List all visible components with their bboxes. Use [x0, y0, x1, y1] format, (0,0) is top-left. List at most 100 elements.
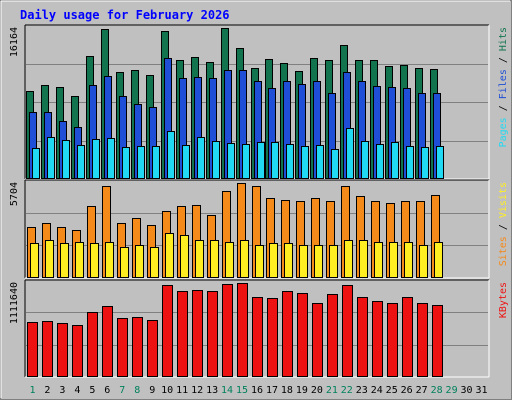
bar-kbytes [102, 306, 113, 377]
legend-entry-visits: Visits [498, 182, 509, 218]
bar-pages [197, 137, 205, 179]
x-tick-label: 21 [326, 385, 338, 396]
bar-pages [406, 146, 414, 179]
legend-separator: / [498, 99, 509, 117]
bar-kbytes [207, 291, 218, 377]
x-tick-label: 3 [59, 385, 65, 396]
bar-pages [271, 142, 279, 179]
bar-sites [75, 242, 84, 278]
bar-sites [150, 247, 159, 278]
panel-hits_files_pages: 16164 Pages / Files / Hits [9, 24, 509, 180]
x-tick-label: 17 [266, 385, 278, 396]
bar-sites [255, 245, 264, 278]
bar-kbytes [72, 325, 83, 377]
legend-hits_files_pages: Pages / Files / Hits [498, 27, 509, 147]
x-tick-label: 9 [149, 385, 155, 396]
chart-title: Daily usage for February 2026 [20, 8, 230, 22]
bar-kbytes [417, 303, 428, 377]
bar-pages [391, 142, 399, 179]
bar-pages [286, 144, 294, 179]
bar-pages [182, 145, 190, 179]
bar-pages [227, 143, 235, 179]
bar-kbytes [342, 285, 353, 377]
legend-entry-files: Files [498, 69, 509, 99]
bar-sites [60, 243, 69, 278]
legend-entry-hits: Hits [498, 27, 509, 51]
bar-pages [212, 141, 220, 179]
bar-kbytes [252, 297, 263, 377]
bar-kbytes [192, 290, 203, 377]
bar-pages [92, 139, 100, 179]
panel-sites_visits: 5704 Sites / Visits [9, 179, 509, 279]
bar-kbytes [87, 312, 98, 377]
bar-sites [225, 242, 234, 278]
bar-kbytes [27, 322, 38, 377]
x-tick-label: 16 [251, 385, 263, 396]
bar-kbytes [327, 294, 338, 377]
x-tick-label: 4 [74, 385, 80, 396]
bar-sites [359, 240, 368, 278]
bar-sites [434, 242, 443, 278]
bar-sites [105, 242, 114, 278]
bar-pages [361, 141, 369, 179]
bar-sites [120, 247, 129, 278]
y-max-label: 1111640 [9, 282, 20, 324]
bar-sites [344, 240, 353, 278]
bar-kbytes [402, 297, 413, 377]
x-tick-label: 20 [311, 385, 323, 396]
bar-sites [404, 242, 413, 278]
bar-kbytes [57, 323, 68, 377]
x-tick-label: 11 [176, 385, 188, 396]
bar-sites [180, 235, 189, 278]
x-tick-label: 27 [416, 385, 428, 396]
bar-sites [299, 245, 308, 278]
bar-pages [316, 145, 324, 179]
bar-pages [77, 145, 85, 179]
bar-kbytes [312, 303, 323, 377]
x-tick-label: 19 [296, 385, 308, 396]
legend-kbytes: KBytes [498, 282, 509, 318]
bar-sites [45, 240, 54, 278]
bar-pages [301, 146, 309, 179]
x-tick-label: 24 [371, 385, 383, 396]
bar-pages [346, 128, 354, 179]
bar-kbytes [237, 283, 248, 377]
x-tick-label: 6 [104, 385, 110, 396]
bar-pages [152, 146, 160, 179]
x-tick-label: 22 [341, 385, 353, 396]
bar-sites [374, 242, 383, 278]
bar-sites [90, 243, 99, 278]
x-tick-label: 8 [134, 385, 140, 396]
legend-entry-kbytes: KBytes [498, 282, 509, 318]
bar-kbytes [222, 284, 233, 377]
x-tick-label: 12 [191, 385, 203, 396]
x-tick-label: 30 [461, 385, 473, 396]
bar-pages [32, 148, 40, 179]
legend-separator: / [498, 51, 509, 69]
bar-pages [436, 146, 444, 179]
bar-pages [62, 140, 70, 179]
x-tick-label: 28 [431, 385, 443, 396]
bar-sites [329, 245, 338, 278]
x-tick-label: 23 [356, 385, 368, 396]
bar-pages [376, 144, 384, 179]
bar-pages [167, 131, 175, 179]
legend-sites_visits: Sites / Visits [498, 182, 509, 266]
bar-pages [107, 138, 115, 179]
bar-pages [421, 147, 429, 179]
bar-kbytes [282, 291, 293, 377]
bar-sites [314, 245, 323, 278]
bar-sites [419, 245, 428, 278]
bar-kbytes [387, 303, 398, 377]
x-tick-label: 10 [161, 385, 173, 396]
bar-pages [122, 147, 130, 179]
bar-sites [240, 240, 249, 278]
bar-sites [30, 243, 39, 278]
bar-kbytes [132, 317, 143, 377]
bar-kbytes [42, 321, 53, 377]
x-tick-label: 31 [475, 385, 487, 396]
x-tick-label: 2 [44, 385, 50, 396]
x-tick-label: 29 [446, 385, 458, 396]
bar-kbytes [357, 297, 368, 377]
bar-kbytes [297, 293, 308, 377]
